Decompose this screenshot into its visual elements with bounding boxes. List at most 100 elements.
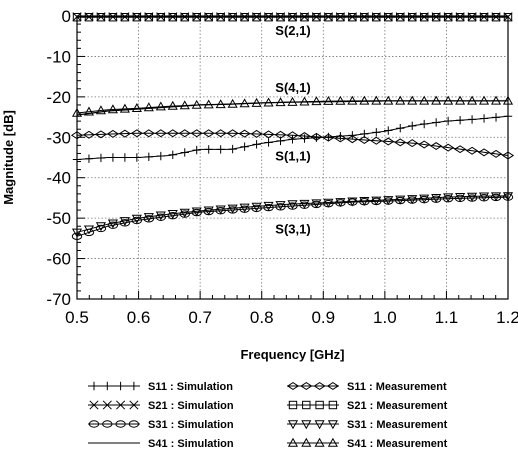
series-line: [76, 132, 509, 156]
legend-marker: [314, 437, 325, 447]
data-point-marker: [250, 129, 263, 138]
data-point-marker: [287, 200, 298, 210]
data-point-marker: [143, 213, 154, 223]
data-point-marker: [335, 95, 346, 105]
data-point-marker: [288, 13, 297, 22]
legend-marker: [313, 382, 326, 390]
data-point-marker: [155, 213, 167, 221]
data-point-marker: [396, 123, 405, 133]
series-triangle-up: [71, 95, 514, 117]
data-point-marker: [132, 153, 142, 162]
legend-marker: [116, 400, 126, 410]
data-point-marker: [251, 202, 262, 212]
legend-marker: [102, 420, 113, 428]
data-point-marker: [370, 136, 383, 145]
data-point-marker: [118, 129, 132, 138]
data-point-marker: [131, 216, 143, 225]
legend-label: S11 : Measurement: [347, 381, 447, 393]
data-point-marker: [276, 13, 285, 22]
data-point-marker: [132, 13, 142, 22]
legend-marker: [129, 381, 139, 391]
data-point-marker: [442, 143, 455, 152]
legend-marker: [301, 420, 312, 430]
data-point-marker: [264, 138, 273, 147]
data-point-marker: [372, 13, 381, 22]
legend: S11 : Simulation S21 : Simulation S31 : Si…: [88, 381, 448, 450]
data-point-marker: [395, 195, 406, 205]
data-point-marker: [431, 95, 442, 105]
data-point-marker: [300, 13, 309, 22]
data-point-marker: [383, 95, 394, 105]
data-point-marker: [119, 219, 131, 227]
data-point-marker: [335, 198, 346, 208]
data-point-marker: [156, 151, 166, 161]
x-tick-label: 0.8: [250, 308, 274, 327]
data-point-marker: [455, 116, 465, 125]
data-point-marker: [155, 101, 166, 111]
data-point-marker: [215, 205, 226, 215]
legend-marker: [327, 420, 338, 430]
legend-marker: [89, 400, 99, 410]
data-point-marker: [156, 13, 166, 22]
y-tick-label: -10: [46, 47, 71, 66]
series-annotation: S(1,1): [275, 148, 310, 163]
data-point-marker: [239, 203, 250, 213]
data-point-marker: [443, 193, 454, 203]
data-point-marker: [275, 203, 286, 211]
data-point-marker: [166, 129, 179, 138]
data-point-marker: [477, 148, 491, 157]
legend-label: S11 : Simulation: [148, 381, 233, 393]
legend-item: S41 : Measurement: [287, 437, 448, 450]
data-point-marker: [478, 192, 490, 202]
data-point-marker: [360, 13, 369, 22]
series-line: [76, 195, 509, 233]
data-point-marker: [107, 104, 118, 114]
data-point-marker: [299, 199, 310, 209]
data-point-marker: [107, 219, 118, 229]
legend-marker: [89, 381, 99, 391]
data-point-marker: [167, 210, 178, 219]
legend-item: S41 : Simulation: [88, 438, 234, 450]
data-point-marker: [372, 128, 381, 137]
legend-marker: [116, 381, 125, 391]
data-point-marker: [431, 13, 441, 22]
legend-item: S21 : Simulation: [88, 400, 234, 412]
data-point-marker: [131, 214, 142, 224]
data-point-marker: [408, 121, 417, 131]
y-tick-label: -50: [46, 209, 71, 228]
series-square: [72, 13, 513, 22]
y-tick-label: 0: [62, 7, 71, 26]
data-point-marker: [96, 153, 106, 163]
data-point-marker: [288, 135, 297, 144]
data-point-marker: [240, 13, 249, 22]
data-point-marker: [262, 130, 275, 139]
data-point-marker: [455, 95, 466, 105]
data-point-marker: [430, 142, 443, 151]
data-point-marker: [83, 225, 95, 235]
data-point-marker: [202, 129, 215, 138]
data-point-marker: [298, 132, 311, 141]
legend-item: S21 : Measurement: [287, 400, 448, 412]
data-point-marker: [252, 13, 261, 22]
legend-marker: [129, 400, 139, 410]
data-point-marker: [120, 153, 130, 162]
legend-marker: [326, 382, 340, 390]
data-point-marker: [490, 192, 502, 202]
data-point-marker: [95, 222, 107, 232]
data-point-marker: [455, 13, 465, 22]
data-point-marker: [274, 130, 287, 139]
data-point-marker: [107, 221, 119, 229]
data-point-marker: [143, 102, 154, 112]
data-point-marker: [238, 129, 251, 138]
data-point-marker: [336, 13, 345, 22]
data-point-marker: [418, 140, 431, 149]
x-tick-label: 1.1: [435, 308, 459, 327]
data-point-marker: [191, 99, 202, 109]
data-point-marker: [154, 129, 167, 138]
legend-item: S31 : Measurement: [287, 419, 448, 431]
data-point-marker: [155, 211, 166, 221]
x-tick-label: 0.9: [311, 308, 335, 327]
data-point-marker: [240, 142, 249, 151]
data-point-marker: [311, 199, 322, 209]
data-point-marker: [168, 150, 177, 160]
